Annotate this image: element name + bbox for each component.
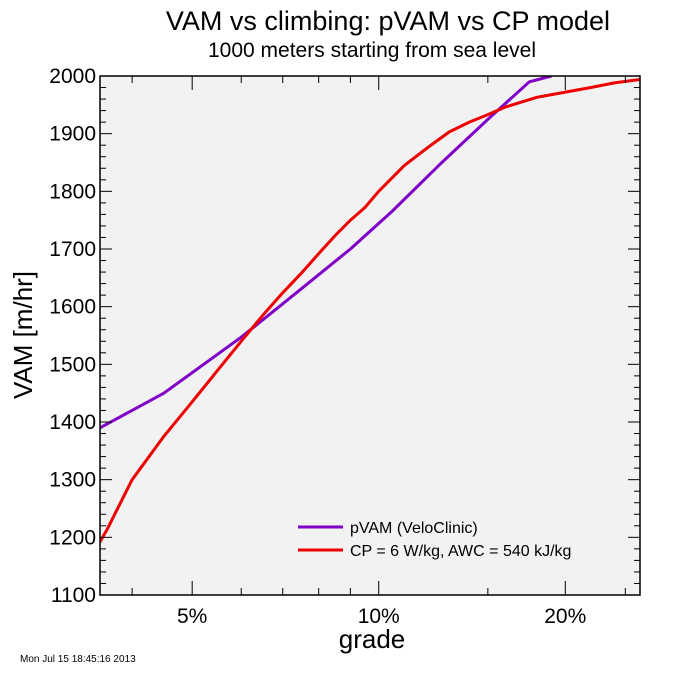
series-layer: [100, 76, 640, 543]
y-tick-label: 1700: [49, 238, 96, 261]
y-tick-label: 1600: [49, 296, 96, 319]
chart-subtitle: 1000 meters starting from sea level: [208, 39, 536, 62]
y-tick-label: 1800: [49, 180, 96, 203]
y-tick-label: 1900: [49, 123, 96, 146]
x-tick-label: 10%: [358, 605, 400, 628]
y-tick-labels: 1100 1200 1300 1400 1500 1600 1700 1800 1900 2000: [49, 65, 96, 607]
plot-frame: [99, 75, 641, 596]
y-tick-label: 1300: [49, 469, 96, 492]
ticks-layer: [100, 75, 640, 596]
y-tick-label: 1400: [49, 411, 96, 434]
series-line-pvam: [100, 76, 552, 430]
series-line-cp-model: [100, 78, 640, 543]
chart-title: VAM vs climbing: pVAM vs CP model: [166, 6, 610, 36]
x-axis-label: grade: [339, 624, 406, 654]
legend-label-pvam: pVAM (VeloClinic): [350, 520, 478, 537]
x-tick-label: 20%: [544, 605, 586, 628]
y-tick-label: 1500: [49, 353, 96, 376]
y-tick-label: 1200: [49, 526, 96, 549]
legend-label-cp: CP = 6 W/kg, AWC = 540 kJ/kg: [350, 543, 571, 560]
x-tick-labels: 5% 10% 20%: [177, 605, 586, 628]
legend: pVAM (VeloClinic) CP = 6 W/kg, AWC = 540…: [298, 520, 571, 560]
plot-area: [100, 76, 640, 595]
x-tick-label: 5%: [177, 605, 207, 628]
timestamp: Mon Jul 15 18:45:16 2013: [20, 654, 136, 665]
y-tick-label: 1100: [51, 584, 96, 607]
y-tick-label: 2000: [49, 65, 96, 88]
y-axis-label: VAM [m/hr]: [8, 271, 38, 399]
